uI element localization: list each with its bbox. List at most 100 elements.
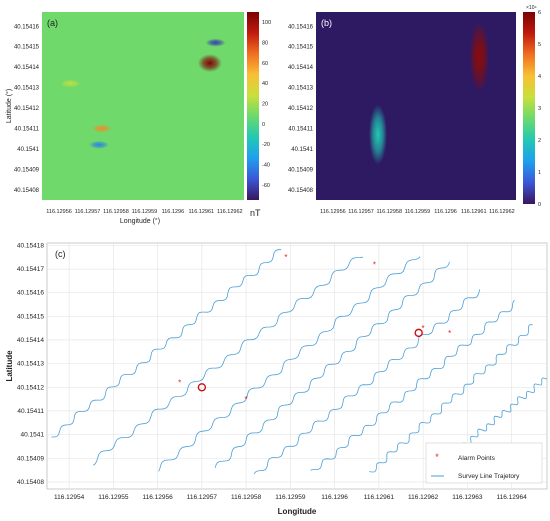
panel-c-y-axis-label: Latitude xyxy=(5,350,14,382)
panel-c-trajectory-line xyxy=(253,289,481,475)
panel-c-y-ticks: 40.1541840.1541740.1541640.1541540.15414… xyxy=(17,242,45,486)
panel-a-x-tick-label: 116.1296 xyxy=(162,209,185,215)
panel-b: (b) 40.1541640.1541540.1541440.1541340.1… xyxy=(288,5,541,215)
panel-b-x-ticks: 116.12956 116.12957 116.12958 116.12959 116.… xyxy=(320,209,515,215)
panel-b-x-tick-label: 116.1296 xyxy=(434,209,457,215)
panel-c-y-tick-label: 40.15416 xyxy=(17,290,44,297)
panel-c: * * * * * * (c) 40.15418 40.15417 40.15416 40.15… xyxy=(5,242,548,516)
panel-c-alarm-point: * xyxy=(284,253,287,262)
panel-b-colorbar-tick-label: 5 xyxy=(538,42,541,48)
panel-a-y-tick-label: 40.15412 xyxy=(14,106,40,112)
panel-c-y-tick-label: 40.15415 xyxy=(17,313,44,320)
panel-a-y-axis-label: Latitude (°) xyxy=(5,89,13,123)
panel-c-y-tick-label: 40.1541 xyxy=(21,432,45,439)
panel-b-x-tick-label: 116.12957 xyxy=(348,209,374,215)
panel-b-x-tick-label: 116.12956 xyxy=(320,209,346,215)
panel-c-trajectory-line xyxy=(310,300,515,471)
panel-b-y-tick-label: 40.15409 xyxy=(288,167,314,173)
panel-b-y-tick-label: 40.15416 xyxy=(288,24,314,30)
panel-c-y-tick-label: 40.15414 xyxy=(17,337,44,344)
panel-b-y-tick-label: 40.15411 xyxy=(288,126,313,132)
panel-a-x-tick-label: 116.12959 xyxy=(132,209,158,215)
panel-a-heatmap xyxy=(42,12,244,200)
panel-c-highlights xyxy=(197,328,423,392)
panel-c-highlight-circle xyxy=(414,328,423,338)
panel-b-heatmap xyxy=(368,20,490,165)
panel-a-y-tick-label: 40.15408 xyxy=(14,188,40,194)
panel-b-colorbar-tick-label: 3 xyxy=(538,106,541,112)
legend: * Alarm Points Survey Line Trajetory xyxy=(425,442,543,484)
panel-a-anomaly xyxy=(60,79,81,88)
panel-c-alarm-points: * * * * * * xyxy=(178,253,451,404)
panel-a-colorbar-tick-label: 80 xyxy=(262,40,268,46)
panel-b-y-tick-label: 40.15413 xyxy=(288,86,314,92)
panel-a-anomaly xyxy=(91,124,112,133)
panel-c-y-tick-label: 40.15408 xyxy=(17,479,44,486)
legend-box xyxy=(425,442,543,484)
panel-b-colorbar-tick-label: 6 xyxy=(538,10,541,16)
panel-a-anomaly xyxy=(88,140,109,149)
panel-b-colorbar-tick-label: 1 xyxy=(538,170,541,176)
panel-b-x-tick-label: 116.12962 xyxy=(489,209,515,215)
legend-alarm-label: Alarm Points xyxy=(458,455,496,462)
panel-c-x-ticks: 116.12954 116.12955 116.12956 116.12957 116.… xyxy=(54,494,527,501)
panel-c-x-tick-label: 116.12962 xyxy=(408,494,439,501)
panel-a-colorbar xyxy=(247,12,259,200)
panel-a-y-tick-label: 40.15409 xyxy=(14,167,40,173)
panel-c-y-tick-label: 40.15411 xyxy=(17,408,44,415)
panel-c-highlight-circle xyxy=(197,383,207,392)
panel-b-anomaly xyxy=(368,104,387,165)
panel-b-anomaly xyxy=(469,20,490,93)
panel-b-y-tick-label: 40.15415 xyxy=(288,45,314,51)
panel-a-anomaly xyxy=(205,38,226,47)
panel-b-colorbar-tick-label: 4 xyxy=(538,74,541,80)
panel-c-trajectory-line xyxy=(214,261,450,468)
panel-c-x-tick-label: 116.12954 xyxy=(54,494,85,501)
panel-a-x-tick-label: 116.12962 xyxy=(217,209,243,215)
panel-c-x-tick-label: 116.1296 xyxy=(321,494,348,501)
panel-a-colorbar-tick-label: 60 xyxy=(262,61,268,67)
panel-c-trajectory-line xyxy=(51,249,282,438)
panel-b-x-tick-label: 116.12959 xyxy=(405,209,431,215)
panel-a-label: (a) xyxy=(47,18,58,28)
panel-c-trajectory-line xyxy=(158,256,421,472)
panel-c-alarm-point: * xyxy=(245,395,248,404)
panel-c-trajectory-line xyxy=(369,324,533,473)
panel-a-colorbar-tick-label: 100 xyxy=(262,20,271,26)
panel-c-y-tick-label: 40.15418 xyxy=(17,242,44,249)
panel-b-colorbar-tick-label: 2 xyxy=(538,138,541,144)
panel-b-x-tick-label: 116.12958 xyxy=(376,209,402,215)
panel-b-y-tick-label: 40.15412 xyxy=(288,106,314,112)
panel-a-x-tick-label: 116.12958 xyxy=(103,209,129,215)
panel-a-x-ticks: 116.12956 116.12957 116.12958 116.12959 116.… xyxy=(46,209,242,215)
panel-c-alarm-point: * xyxy=(422,324,425,333)
legend-alarm-marker: * xyxy=(435,452,439,462)
panel-c-label: (c) xyxy=(55,249,66,259)
panel-c-alarm-point: * xyxy=(448,329,451,338)
legend-trajectory-label: Survey Line Trajetory xyxy=(458,473,520,480)
panel-b-y-tick-label: 40.1541 xyxy=(291,147,313,153)
panel-c-x-tick-label: 116.12956 xyxy=(142,494,173,501)
panel-b-x-tick-label: 116.12961 xyxy=(461,209,487,215)
panel-a-y-ticks: 40.15416 40.15415 40.15414 40.15413 40.15412… xyxy=(14,24,40,193)
panel-a-y-tick-label: 40.15413 xyxy=(14,86,40,92)
panel-c-x-axis-label: Longitude xyxy=(278,507,317,516)
panel-a-y-tick-label: 40.15411 xyxy=(14,126,39,132)
panel-a-y-tick-label: 40.15415 xyxy=(14,45,40,51)
panel-c-x-tick-label: 116.12957 xyxy=(187,494,218,501)
panel-a-anomaly xyxy=(197,54,222,73)
panel-a-x-tick-label: 116.12961 xyxy=(189,209,215,215)
panel-c-x-tick-label: 116.12959 xyxy=(275,494,306,501)
panel-b-colorbar-ticks: 6 5 4 3 2 1 0 xyxy=(538,10,541,208)
panel-a-colorbar-tick-label: -20 xyxy=(262,142,270,148)
panel-c-x-tick-label: 116.12958 xyxy=(231,494,262,501)
panel-b-colorbar-tick-label: 0 xyxy=(538,202,541,208)
panel-c-x-tick-label: 116.12955 xyxy=(98,494,129,501)
panel-b-y-tick-label: 40.15414 xyxy=(288,65,314,71)
panel-b-colorbar xyxy=(523,12,535,204)
panel-a-colorbar-tick-label: 20 xyxy=(262,101,268,107)
panel-c-alarm-point: * xyxy=(178,379,181,388)
panel-c-trajectory-line xyxy=(92,256,364,466)
panel-c-alarm-point: * xyxy=(373,260,376,269)
